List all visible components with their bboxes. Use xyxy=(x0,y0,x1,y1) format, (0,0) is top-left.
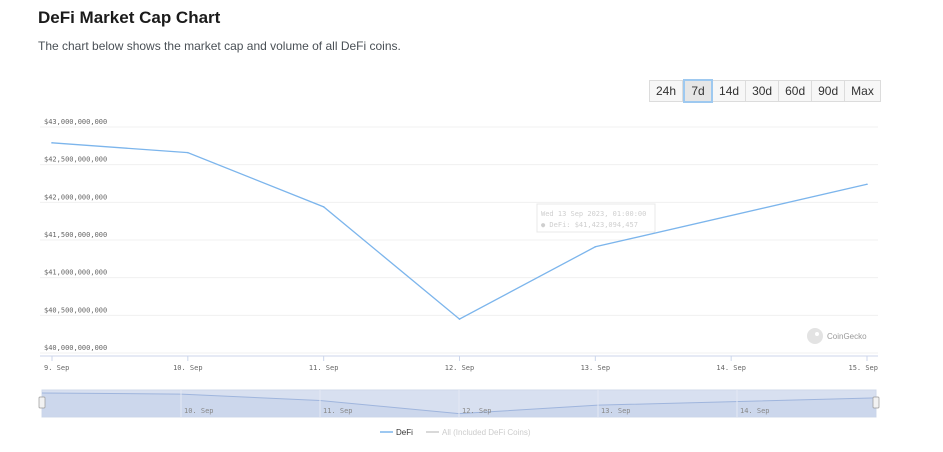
tooltip: Wed 13 Sep 2023, 01:00:00 ● DeFi: $41,42… xyxy=(536,203,656,233)
range-button-24h[interactable]: 24h xyxy=(649,80,684,102)
tooltip-date: Wed 13 Sep 2023, 01:00:00 xyxy=(541,210,646,218)
series-line-defi[interactable] xyxy=(51,142,868,320)
legend-item-all[interactable]: All (Included DeFi Coins) xyxy=(442,428,531,437)
range-button-90d[interactable]: 90d xyxy=(812,80,846,102)
legend-item-defi[interactable]: DeFi xyxy=(396,428,413,437)
navigator-area xyxy=(42,392,876,417)
y-tick-label: $40,000,000,000 xyxy=(44,344,107,352)
navigator-label: 14. Sep xyxy=(740,407,770,415)
coingecko-watermark: CoinGecko xyxy=(807,328,867,344)
page-title: DeFi Market Cap Chart xyxy=(38,8,221,27)
data-point[interactable] xyxy=(322,206,325,208)
navigator-label: 11. Sep xyxy=(323,407,353,415)
defi-market-cap-chart: $40,000,000,000 $40,500,000,000 $41,000,00… xyxy=(38,118,880,437)
navigator-series-line xyxy=(41,392,877,415)
navigator-label: 13. Sep xyxy=(601,407,631,415)
data-point[interactable] xyxy=(458,318,461,320)
y-tick-label: $42,500,000,000 xyxy=(44,156,107,164)
y-tick-label: $41,000,000,000 xyxy=(44,269,107,277)
tooltip-box xyxy=(536,203,656,233)
tooltip-value: ● DeFi: $41,423,094,457 xyxy=(541,221,638,229)
range-button-max[interactable]: Max xyxy=(845,80,881,102)
range-button-7d[interactable]: 7d xyxy=(683,79,714,103)
y-tick-label: $41,500,000,000 xyxy=(44,231,107,239)
data-point[interactable] xyxy=(187,151,189,154)
x-tick-label: 15. Sep xyxy=(848,364,878,372)
x-tick-label: 14. Sep xyxy=(716,364,746,372)
y-axis: $40,000,000,000 $40,500,000,000 $41,000,00… xyxy=(44,118,107,352)
navigator-handle-right[interactable] xyxy=(872,396,880,409)
range-selector: 24h 7d 14d 30d 60d 90d Max xyxy=(649,79,881,103)
x-tick-label: 12. Sep xyxy=(445,364,475,372)
range-button-30d[interactable]: 30d xyxy=(746,80,780,102)
x-tick-label: 9. Sep xyxy=(44,364,69,372)
range-button-14d[interactable]: 14d xyxy=(713,80,747,102)
data-point[interactable] xyxy=(51,142,53,144)
coingecko-logo-icon xyxy=(807,328,823,344)
x-tick-label: 10. Sep xyxy=(173,364,203,372)
y-tick-label: $42,000,000,000 xyxy=(44,193,107,201)
legend: DeFi All (Included DeFi Coins) xyxy=(380,428,531,437)
navigator-label: 10. Sep xyxy=(184,407,214,415)
series-layer xyxy=(51,142,868,320)
grid-lines xyxy=(40,126,878,354)
navigator-label: 12. Sep xyxy=(462,407,492,415)
navigator-handle-left[interactable] xyxy=(38,396,46,409)
navigator: 10. Sep 11. Sep 12. Sep 13. Sep 14. Sep xyxy=(38,389,880,418)
x-tick-label: 11. Sep xyxy=(309,364,339,372)
y-tick-label: $40,500,000,000 xyxy=(44,306,107,314)
data-point[interactable] xyxy=(866,183,868,186)
page-subtitle: The chart below shows the market cap and… xyxy=(38,39,401,53)
y-tick-label: $43,000,000,000 xyxy=(44,118,107,126)
watermark-text: CoinGecko xyxy=(827,332,867,341)
x-axis: 9. Sep 10. Sep 11. Sep 12. Sep 13. Sep 14. Se… xyxy=(40,355,878,372)
coingecko-logo-eye xyxy=(815,332,819,336)
data-point[interactable] xyxy=(594,245,597,248)
x-tick-label: 13. Sep xyxy=(581,364,611,372)
range-button-60d[interactable]: 60d xyxy=(779,80,813,102)
